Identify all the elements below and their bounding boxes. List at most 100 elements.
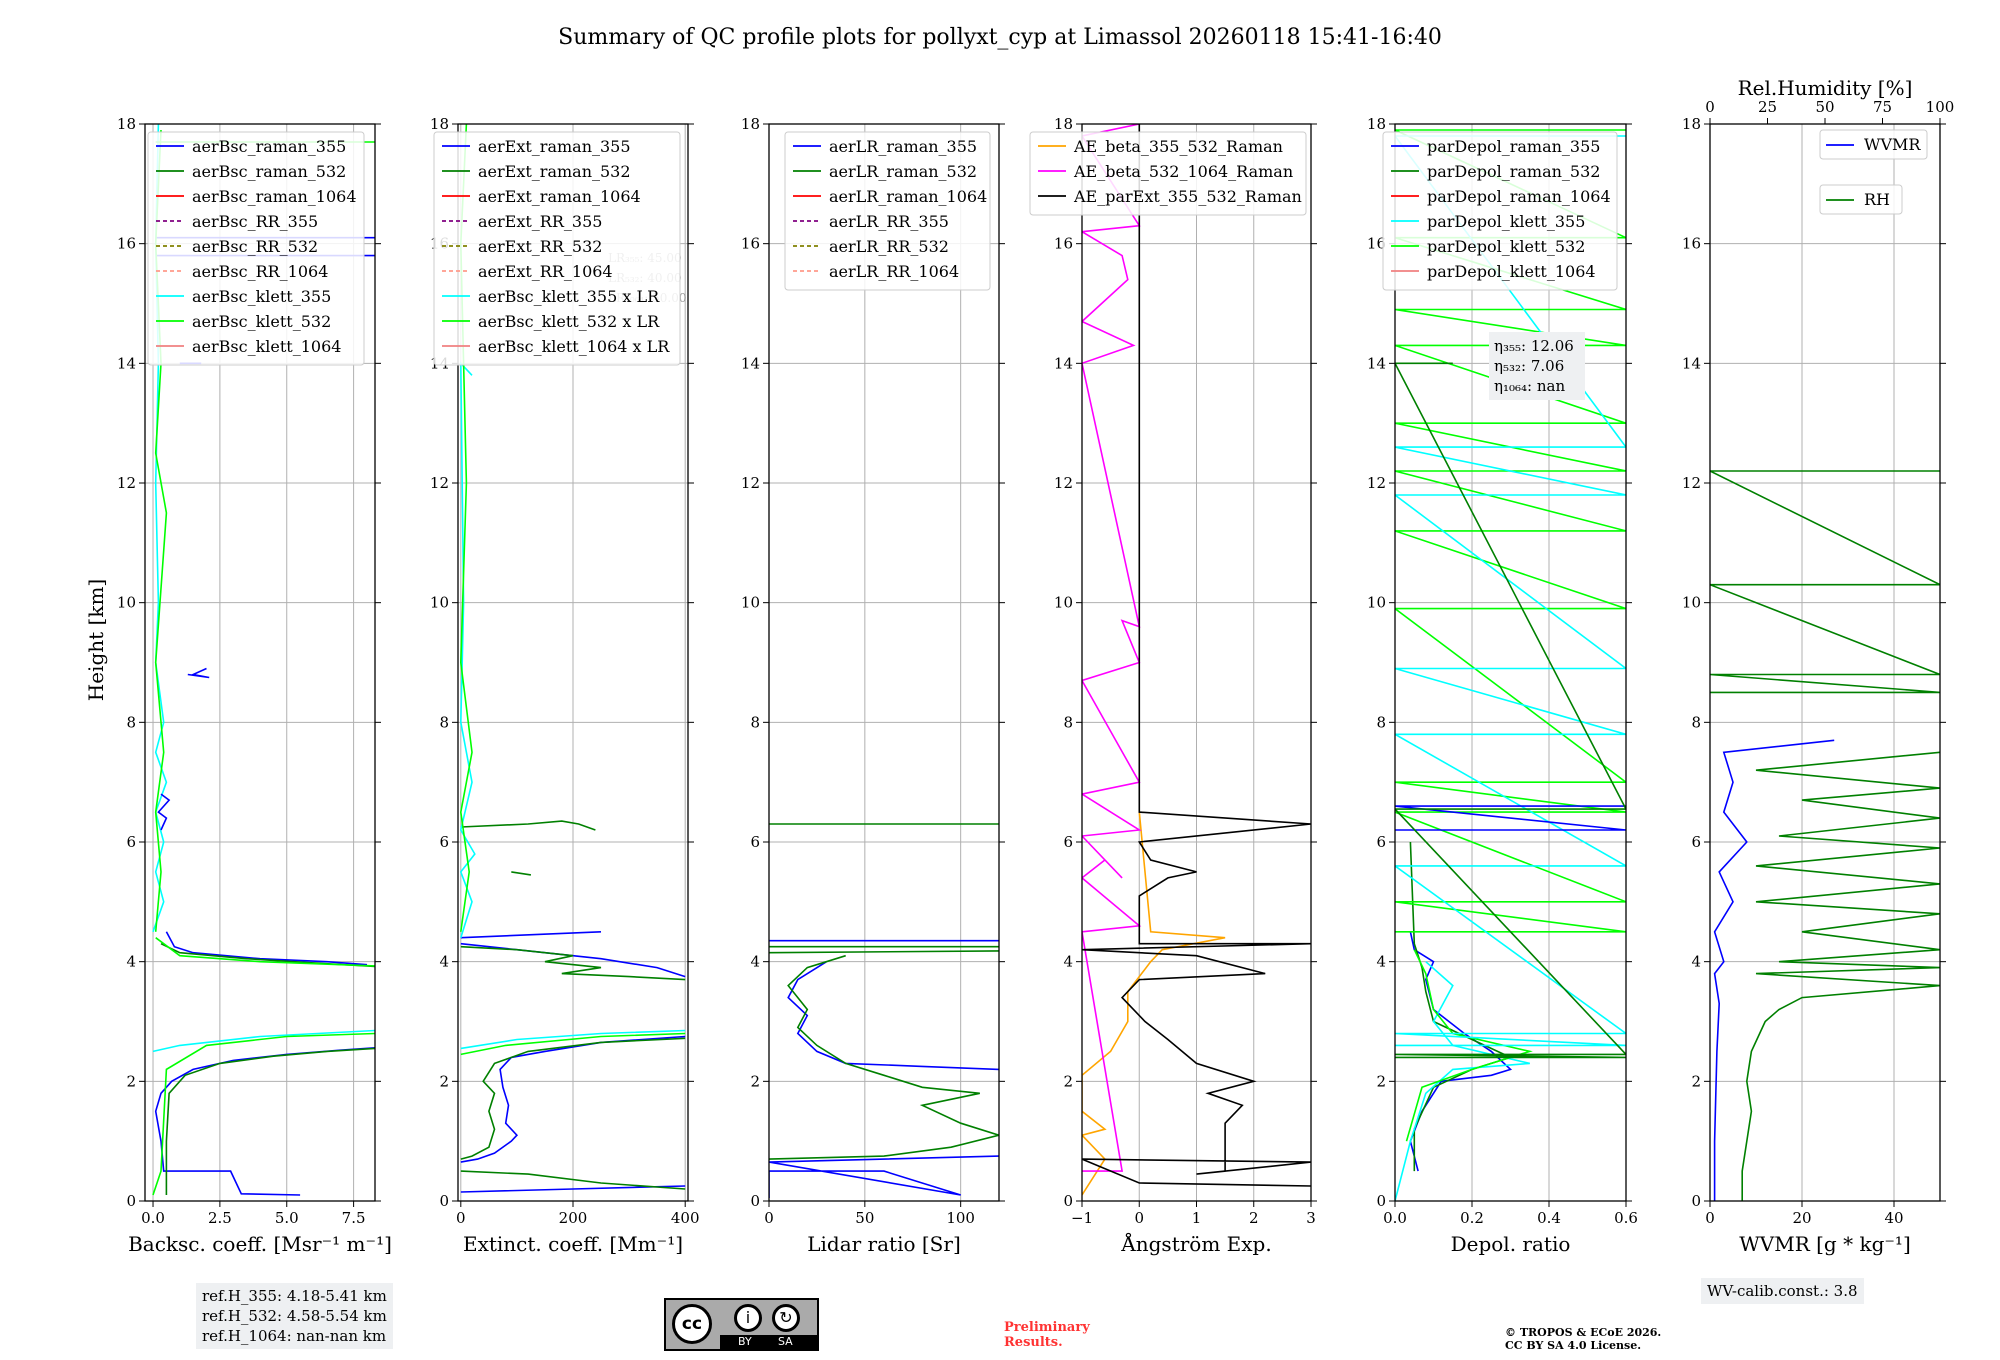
- legend-label: parDepol_klett_355: [1427, 212, 1585, 231]
- x-tick-label: 0: [1705, 1209, 1715, 1227]
- y-tick-label: 14: [1367, 354, 1386, 372]
- legend-box: [1819, 129, 1928, 160]
- x-tick-label: 0: [1134, 1209, 1144, 1227]
- legend-label: aerBsc_raman_1064: [192, 187, 357, 206]
- legend-label: parDepol_klett_532: [1427, 237, 1585, 256]
- panel-3: 0 2 4 6 8 10 12 14 16 18 0 50 100 Lidar ratio [Sr] aer…: [741, 115, 1005, 1256]
- legend-label: RH: [1864, 190, 1890, 209]
- y-tick-label: 12: [430, 474, 449, 492]
- annotation-line: η₁₀₆₄: nan: [1494, 377, 1565, 395]
- legend-box: [147, 131, 365, 366]
- y-tick-label: 12: [741, 474, 760, 492]
- y-tick-label: 10: [1682, 594, 1701, 612]
- series-aerExt_6km_532: [460, 820, 596, 831]
- legend-label: aerBsc_raman_355: [192, 137, 346, 156]
- series-aerExt_4km_355: [460, 942, 686, 978]
- y-tick-label: 8: [1063, 713, 1073, 731]
- y-tick-label: 0: [439, 1192, 449, 1210]
- x-tick-label: 0.6: [1614, 1209, 1638, 1227]
- legend-label: AE_parExt_355_532_Raman: [1073, 187, 1302, 206]
- x2-tick-label: 0: [1705, 98, 1715, 116]
- legend-label: aerBsc_klett_532 x LR: [478, 312, 660, 331]
- copyright-note: © TROPOS & ECoE 2026. CC BY SA 4.0 Licen…: [1505, 1326, 1661, 1352]
- series-aerExt_low_532: [460, 1170, 686, 1190]
- series-aerLR_42_532: [769, 950, 999, 954]
- series-RH: [1741, 751, 1940, 1201]
- legend: aerBsc_raman_355 aerBsc_raman_532 aerBsc_r…: [147, 131, 365, 366]
- x-axis-label: Depol. ratio: [1451, 1232, 1571, 1256]
- by-label: BY: [738, 1335, 752, 1348]
- y-tick-label: 18: [741, 115, 760, 133]
- y-tick-label: 6: [750, 833, 760, 851]
- series-aerBsc_near4km_klett: [155, 937, 375, 967]
- legend-label: parDepol_raman_532: [1427, 162, 1600, 181]
- legend-label: AE_beta_532_1064_Raman: [1073, 162, 1293, 181]
- series-aerBsc_klett_532: [152, 1032, 375, 1196]
- axes-frame: [1394, 123, 1627, 1202]
- y-tick-label: 4: [126, 953, 136, 971]
- legend-label: aerBsc_klett_532: [192, 312, 331, 331]
- x-axis-label: Extinct. coeff. [Mm⁻¹]: [463, 1232, 683, 1256]
- series-parDepol_spikes_green: [1395, 362, 1626, 1059]
- copyright-line-1: © TROPOS & ECoE 2026.: [1505, 1326, 1662, 1339]
- x-tick-label: 0: [456, 1209, 466, 1227]
- x-tick-label: 40: [1884, 1209, 1903, 1227]
- series-parDepol_raman_355: [1409, 931, 1513, 1172]
- legend-label: aerExt_raman_355: [478, 137, 631, 156]
- series-aerBsc_blob_355: [187, 667, 210, 679]
- y-tick-label: 10: [430, 594, 449, 612]
- annotation-line: η₃₅₅: 12.06: [1494, 337, 1574, 355]
- x-tick-label: 0.0: [1383, 1209, 1407, 1227]
- legend-label: aerExt_raman_1064: [478, 187, 641, 206]
- x-tick-label: 50: [855, 1209, 874, 1227]
- legend-label: aerBsc_klett_1064 x LR: [478, 337, 670, 356]
- y-tick-label: 14: [1054, 354, 1073, 372]
- series-aerLR_raman_355b: [787, 961, 999, 1071]
- y-tick-label: 10: [117, 594, 136, 612]
- legend-label: parDepol_klett_1064: [1427, 262, 1596, 281]
- y-tick-label: 4: [439, 953, 449, 971]
- ref-height-532: ref.H_532: 4.58-5.54 km: [202, 1307, 387, 1325]
- y-tick-label: 6: [1691, 833, 1701, 851]
- y-tick-label: 2: [1691, 1072, 1701, 1090]
- y-tick-label: 18: [430, 115, 449, 133]
- y-tick-label: 10: [1054, 594, 1073, 612]
- cc-license-badge: cc i ↻ BY SA: [664, 1298, 819, 1351]
- y-tick-label: 18: [117, 115, 136, 133]
- legend-label: parDepol_raman_355: [1427, 137, 1600, 156]
- legend-label: aerLR_RR_532: [829, 237, 949, 256]
- legend-box: [784, 131, 991, 291]
- series-parDepol_spikes: [1395, 129, 1626, 933]
- y-tick-label: 16: [1054, 235, 1073, 253]
- series-parDepol_raman_532: [1409, 841, 1513, 1172]
- y-tick-label: 12: [1054, 474, 1073, 492]
- x-tick-label: 20: [1792, 1209, 1811, 1227]
- y-tick-label: 16: [1682, 235, 1701, 253]
- series-aerLR_raman_355: [769, 1155, 999, 1198]
- legend-label: parDepol_raman_1064: [1427, 187, 1611, 206]
- x2-tick-label: 50: [1815, 98, 1834, 116]
- share-alike-icon: ↻: [772, 1304, 800, 1332]
- x-tick-label: 0.2: [1460, 1209, 1484, 1227]
- ref-height-box: ref.H_355: 4.18-5.41 km ref.H_532: 4.58-…: [196, 1283, 393, 1349]
- x-tick-label: 100: [946, 1209, 975, 1227]
- y-tick-label: 2: [439, 1072, 449, 1090]
- legend-label: aerBsc_klett_355 x LR: [478, 287, 660, 306]
- x2-tick-label: 25: [1758, 98, 1777, 116]
- legend-label: aerExt_RR_1064: [478, 262, 613, 281]
- legend-box: [1819, 184, 1903, 215]
- copyright-line-2: CC BY SA 4.0 License.: [1505, 1339, 1642, 1352]
- legend-label: aerBsc_klett_1064: [192, 337, 341, 356]
- legend: aerLR_raman_355 aerLR_raman_532 aerLR_rama…: [784, 131, 991, 291]
- y-tick-label: 10: [741, 594, 760, 612]
- y-tick-label: 8: [126, 713, 136, 731]
- y-tick-label: 8: [439, 713, 449, 731]
- ref-height-1064: ref.H_1064: nan-nan km: [202, 1327, 387, 1345]
- series-aerExt_45_355: [460, 931, 602, 939]
- axes-frame: [768, 123, 1000, 1202]
- series-aerExt_raman_355: [460, 1035, 686, 1163]
